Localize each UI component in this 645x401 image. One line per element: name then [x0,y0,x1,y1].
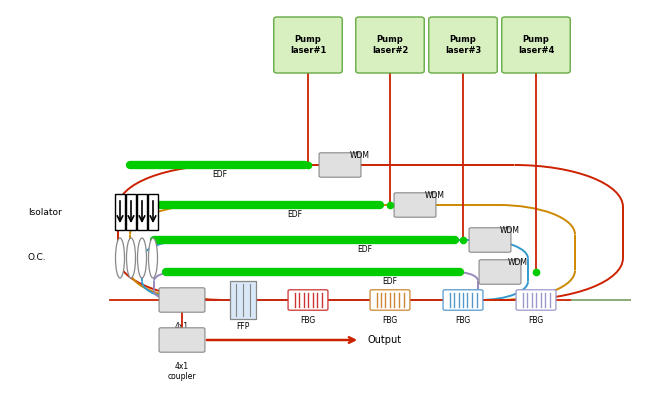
Text: EDF: EDF [212,170,228,179]
FancyBboxPatch shape [502,17,570,73]
FancyBboxPatch shape [429,17,497,73]
FancyBboxPatch shape [516,290,556,310]
Text: Pump
laser#1: Pump laser#1 [290,35,326,55]
FancyBboxPatch shape [370,290,410,310]
Text: WDM: WDM [500,226,520,235]
Text: O.C.: O.C. [28,253,46,263]
Text: Pump
laser#3: Pump laser#3 [445,35,481,55]
FancyBboxPatch shape [443,290,483,310]
FancyBboxPatch shape [288,290,328,310]
Text: 4x1
coupler: 4x1 coupler [168,362,196,381]
Text: WDM: WDM [508,258,528,267]
Text: Output: Output [368,335,402,345]
Ellipse shape [126,238,135,278]
FancyBboxPatch shape [469,228,511,252]
FancyBboxPatch shape [230,281,256,319]
FancyBboxPatch shape [126,194,136,230]
FancyBboxPatch shape [115,194,125,230]
FancyBboxPatch shape [319,153,361,177]
FancyBboxPatch shape [479,260,521,284]
Text: FBG: FBG [455,316,471,325]
Text: WDM: WDM [350,151,370,160]
Text: FBG: FBG [301,316,315,325]
Text: Pump
laser#2: Pump laser#2 [372,35,408,55]
Ellipse shape [137,238,146,278]
FancyBboxPatch shape [137,194,147,230]
Text: EDF: EDF [357,245,373,254]
Text: Isolator: Isolator [28,207,62,217]
FancyBboxPatch shape [159,288,205,312]
FancyBboxPatch shape [273,17,342,73]
Text: FBG: FBG [382,316,397,325]
FancyBboxPatch shape [148,194,158,230]
Ellipse shape [148,238,157,278]
Text: EDF: EDF [288,210,303,219]
FancyBboxPatch shape [394,193,436,217]
Text: 4x1
coupler: 4x1 coupler [168,322,196,341]
FancyBboxPatch shape [159,328,205,352]
Text: Pump
laser#4: Pump laser#4 [518,35,554,55]
Text: FBG: FBG [528,316,544,325]
Ellipse shape [115,238,124,278]
Text: FFP: FFP [236,322,250,331]
Text: WDM: WDM [425,191,445,200]
FancyBboxPatch shape [356,17,424,73]
Text: EDF: EDF [382,277,397,286]
